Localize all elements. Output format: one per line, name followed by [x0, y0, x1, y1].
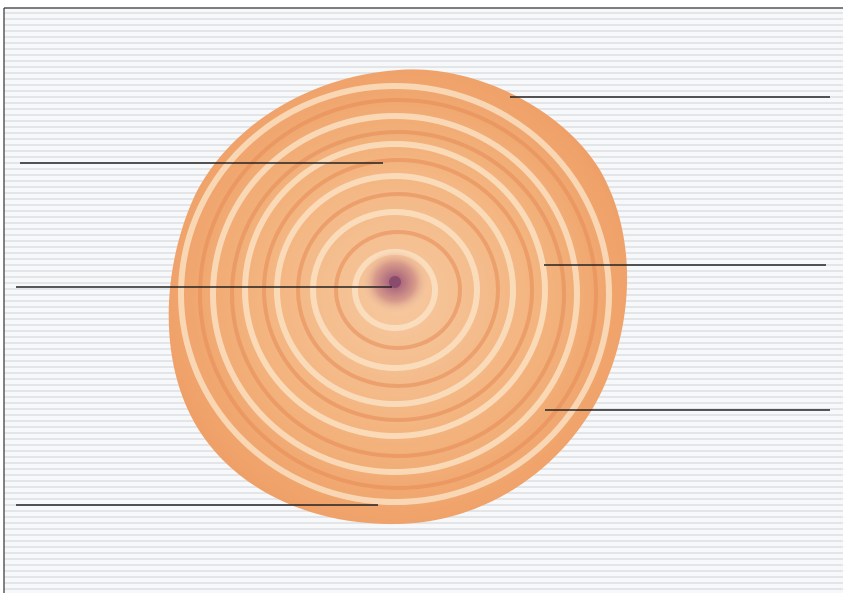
growth-ring	[178, 83, 612, 505]
growth-ring	[334, 230, 462, 350]
growth-ring	[198, 98, 598, 490]
trunk-cross-section	[168, 69, 628, 525]
growth-ring	[230, 130, 566, 458]
growth-ring	[262, 158, 534, 422]
pith-center	[389, 276, 401, 288]
growth-ring	[310, 209, 480, 371]
growth-ring	[210, 113, 580, 475]
growth-ring	[274, 173, 516, 407]
growth-ring	[242, 141, 548, 439]
growth-rings	[178, 83, 612, 505]
growth-ring	[296, 192, 500, 388]
label-leader-lines	[16, 96, 830, 506]
